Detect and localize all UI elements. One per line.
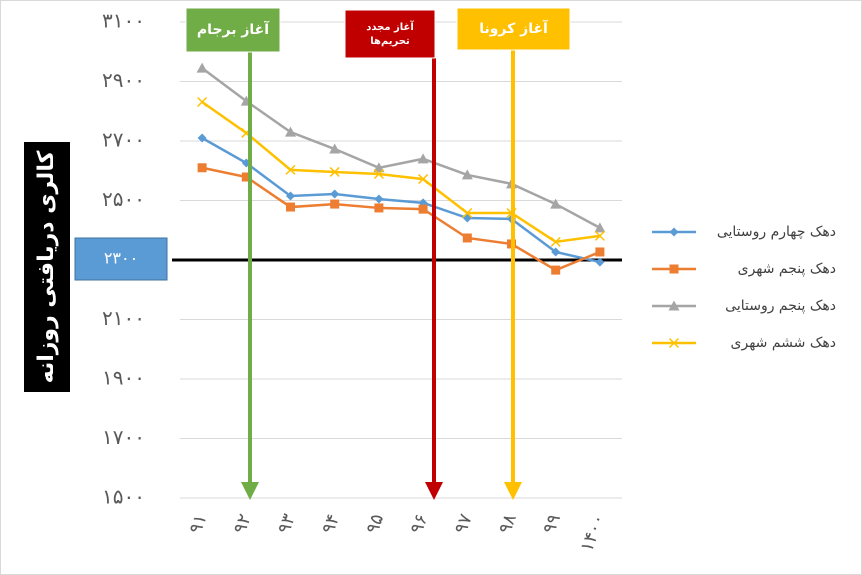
data-point xyxy=(668,337,680,349)
data-point xyxy=(286,191,295,201)
y-axis-label: کالری دریافتی روزانه xyxy=(34,150,59,383)
data-point xyxy=(418,204,428,214)
data-point xyxy=(285,164,296,175)
data-point xyxy=(285,126,296,137)
y-tick-label: ۱۹۰۰ xyxy=(102,366,145,390)
data-point xyxy=(551,265,561,275)
data-point xyxy=(595,257,605,267)
y-axis-label-box xyxy=(24,142,70,392)
data-point xyxy=(550,236,561,247)
annotation-text: آغاز مجدد xyxy=(366,20,414,33)
data-point xyxy=(595,247,605,257)
annotation-box xyxy=(185,7,281,53)
data-point xyxy=(329,143,341,154)
legend-label: دهک پنجم شهری xyxy=(738,261,836,277)
y-tick-label: ۱۵۰۰ xyxy=(102,485,145,509)
data-point xyxy=(374,203,384,213)
series-line xyxy=(201,166,601,272)
data-point xyxy=(668,300,680,311)
data-point xyxy=(462,233,472,243)
data-point xyxy=(669,227,679,237)
data-point xyxy=(241,172,251,182)
data-point xyxy=(462,207,473,219)
series-line xyxy=(201,67,601,229)
series-line xyxy=(201,101,601,244)
y-tick-label: ۲۹۰۰ xyxy=(102,68,145,92)
legend-label: دهک پنجم روستایی xyxy=(725,298,836,314)
data-point xyxy=(594,230,605,241)
y-tick-label: ۱۷۰۰ xyxy=(102,425,145,449)
annotation-arrowhead xyxy=(241,482,259,500)
annotation-text: آغاز برجام xyxy=(197,20,270,38)
reference-label-box xyxy=(74,237,168,281)
y-tick-label: ۲۱۰۰ xyxy=(102,306,145,330)
annotation-arrowhead xyxy=(425,482,443,500)
annotation-text: تحریم‌ها xyxy=(370,36,410,47)
data-point xyxy=(330,189,340,199)
annotation-text: آغاز کرونا xyxy=(479,19,549,37)
legend-label: دهک ششم شهری xyxy=(731,335,836,351)
data-point xyxy=(329,166,340,177)
data-point xyxy=(551,247,561,257)
data-point xyxy=(330,199,340,209)
data-point xyxy=(197,133,207,143)
data-point xyxy=(373,162,385,173)
data-point xyxy=(550,198,562,209)
annotation-arrowhead xyxy=(504,482,522,500)
y-tick-label: ۳۱۰۰ xyxy=(102,9,145,33)
data-point xyxy=(461,169,473,180)
reference-label: ۲۳۰۰ xyxy=(104,249,138,268)
data-point xyxy=(594,222,606,233)
legend-label: دهک چهارم روستایی xyxy=(717,224,836,240)
data-point xyxy=(669,264,679,274)
y-tick-label: ۲۷۰۰ xyxy=(102,128,145,152)
annotation-box xyxy=(456,7,571,51)
data-point xyxy=(418,174,429,185)
data-point xyxy=(196,62,208,73)
data-point xyxy=(417,153,429,164)
series-line xyxy=(201,136,601,264)
data-point xyxy=(197,163,207,173)
data-point xyxy=(374,194,384,204)
data-point xyxy=(197,96,208,108)
annotation-box xyxy=(344,9,436,59)
data-point xyxy=(373,168,384,180)
y-tick-label: ۲۵۰۰ xyxy=(102,187,145,211)
data-point xyxy=(286,202,295,212)
